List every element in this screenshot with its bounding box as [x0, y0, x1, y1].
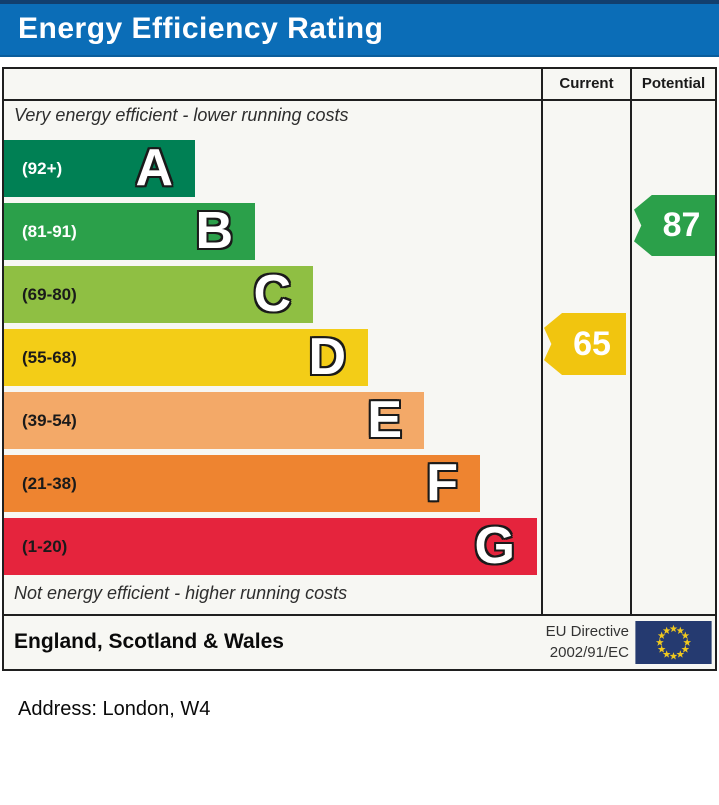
footer-divider	[4, 614, 715, 616]
region-label: England, Scotland & Wales	[14, 630, 284, 653]
current-rating-value: 65	[573, 324, 611, 363]
band-f-range-label: (21-38)	[22, 473, 77, 493]
band-g-range-label: (1-20)	[22, 536, 68, 556]
header-underline	[4, 99, 715, 101]
current-column-header: Current	[559, 75, 614, 92]
eu-directive-label: EU Directive 2002/91/EC	[546, 621, 629, 663]
band-b: (81-91) B	[4, 203, 255, 260]
page-title: Energy Efficiency Rating	[18, 12, 384, 45]
band-d-letter: D	[308, 328, 346, 386]
potential-rating-arrow: 87	[634, 195, 715, 256]
band-g: (1-20) G	[4, 518, 537, 575]
band-e-range-label: (39-54)	[22, 410, 77, 430]
potential-column-divider	[630, 69, 632, 616]
potential-column-header: Potential	[641, 75, 706, 92]
band-d-range-label: (55-68)	[22, 347, 77, 367]
band-d: (55-68) D	[4, 329, 368, 386]
address-text: Address: London, W4	[18, 698, 211, 720]
band-g-letter: G	[474, 517, 515, 575]
band-c-letter: C	[253, 265, 291, 323]
potential-rating-value: 87	[662, 206, 701, 244]
band-c-range-label: (69-80)	[22, 284, 77, 304]
eu-flag-icon	[635, 621, 712, 664]
current-rating-arrow: 65	[544, 313, 626, 375]
bottom-note: Not energy efficient - higher running co…	[14, 583, 348, 603]
top-note: Very energy efficient - lower running co…	[14, 105, 349, 125]
panel-footer: England, Scotland & Wales EU Directive 2…	[4, 616, 715, 669]
eu-directive-line1: EU Directive	[545, 623, 629, 640]
band-f-letter: F	[426, 454, 458, 512]
band-a-range-label: (92+)	[22, 158, 63, 178]
title-bar: Energy Efficiency Rating	[0, 0, 719, 57]
band-e-letter: E	[367, 391, 402, 449]
band-f: (21-38) F	[4, 455, 480, 512]
rating-chart-panel: Current Potential Very energy efficient …	[2, 67, 717, 671]
band-c: (69-80) C	[4, 266, 313, 323]
band-b-range-label: (81-91)	[22, 221, 77, 241]
current-column-divider	[541, 69, 543, 616]
band-a-letter: A	[135, 139, 173, 197]
band-b-letter: B	[195, 202, 233, 260]
band-e: (39-54) E	[4, 392, 424, 449]
band-a: (92+) A	[4, 140, 195, 197]
eu-directive-line2: 2002/91/EC	[549, 644, 629, 661]
